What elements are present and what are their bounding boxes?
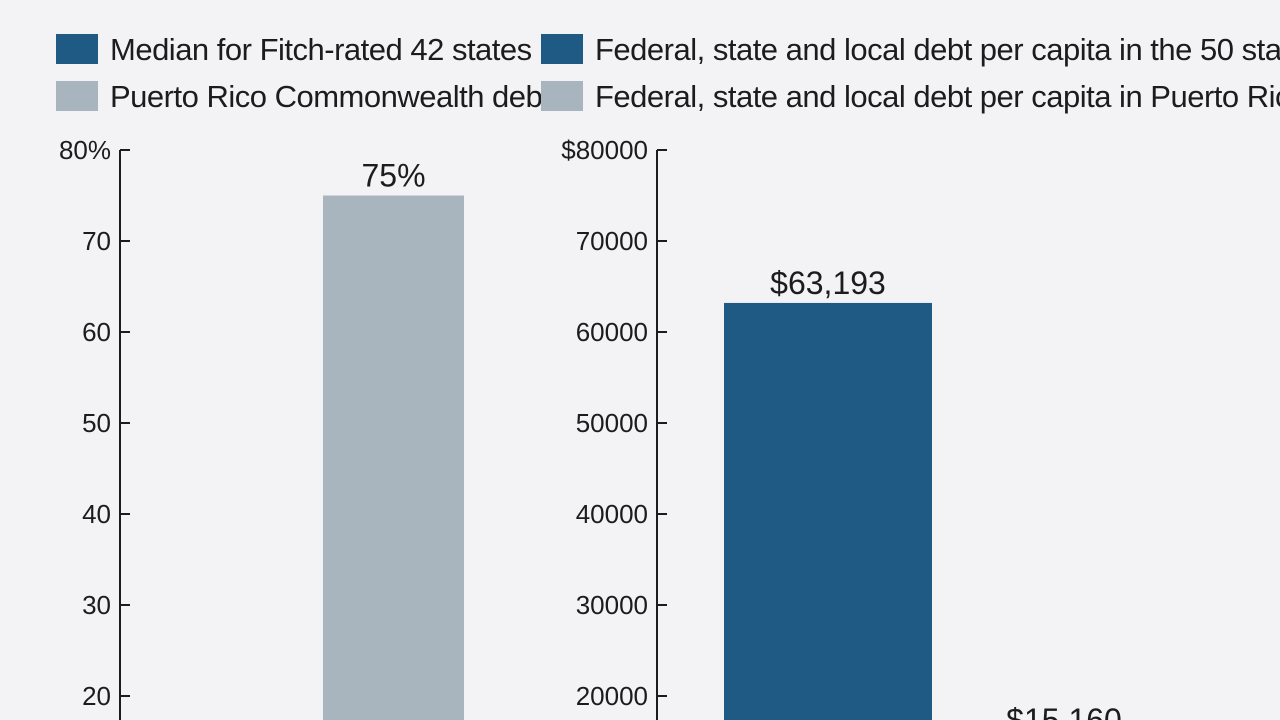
- legend-label: Median for Fitch-rated 42 states: [110, 31, 532, 67]
- legend-swatch: [541, 34, 583, 64]
- bar-value-label: $15,160: [1006, 702, 1122, 720]
- legend-item-pr-commonwealth: Puerto Rico Commonwealth debt: [56, 76, 551, 116]
- bar: [724, 302, 932, 720]
- legend-item-pr-per-capita: Federal, state and local debt per capita…: [541, 76, 1280, 116]
- bar-value-label: $63,193: [770, 265, 886, 301]
- y-tick-label: 80%: [59, 135, 111, 165]
- y-tick-label: 40000: [576, 499, 648, 529]
- legend-swatch: [541, 81, 583, 111]
- y-tick-label: 50: [82, 408, 111, 438]
- y-tick-label: $80000: [561, 135, 648, 165]
- legend-swatch: [56, 81, 98, 111]
- bar-value-label: 75%: [361, 158, 425, 194]
- legend-swatch: [56, 34, 98, 64]
- y-tick-label: 60000: [576, 317, 648, 347]
- y-tick-label: 70: [82, 226, 111, 256]
- legend-item-fitch-median: Median for Fitch-rated 42 states: [56, 29, 532, 69]
- y-tick-label: 70000: [576, 226, 648, 256]
- y-tick-label: 60: [82, 317, 111, 347]
- legend-label: Federal, state and local debt per capita…: [595, 78, 1280, 114]
- legend-item-us-per-capita: Federal, state and local debt per capita…: [541, 29, 1280, 69]
- y-tick-label: 20000: [576, 681, 648, 711]
- y-tick-label: 40: [82, 499, 111, 529]
- legend-label: Puerto Rico Commonwealth debt: [110, 78, 551, 114]
- bar: [323, 195, 464, 720]
- y-tick-label: 30: [82, 590, 111, 620]
- y-tick-label: 50000: [576, 408, 648, 438]
- legend-label: Federal, state and local debt per capita…: [595, 31, 1280, 67]
- y-tick-label: 20: [82, 681, 111, 711]
- y-tick-label: 30000: [576, 590, 648, 620]
